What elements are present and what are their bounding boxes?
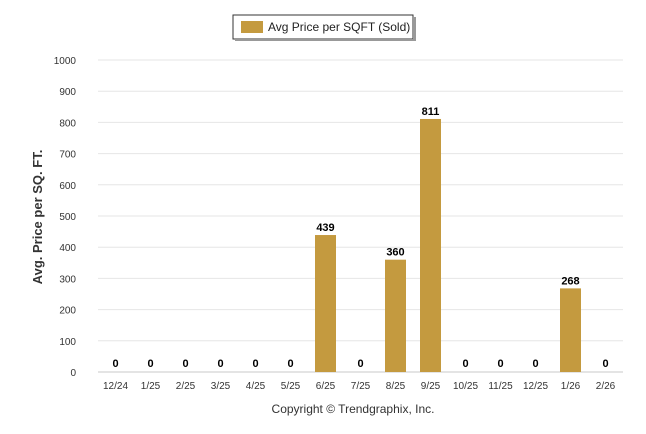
x-tick-label: 10/25 <box>453 381 478 392</box>
x-tick-label: 2/25 <box>176 381 196 392</box>
data-label: 0 <box>602 358 608 370</box>
y-tick-label: 900 <box>59 87 76 98</box>
y-tick-label: 500 <box>59 212 76 223</box>
legend-shadow-bottom <box>235 39 416 41</box>
data-label: 0 <box>462 358 468 370</box>
data-label: 0 <box>287 358 293 370</box>
x-tick-label: 2/26 <box>596 381 616 392</box>
data-label: 360 <box>386 247 404 259</box>
legend: Avg Price per SQFT (Sold) <box>232 14 416 41</box>
data-label: 0 <box>532 358 538 370</box>
x-tick-label: 3/25 <box>211 381 231 392</box>
bars <box>315 118 581 372</box>
x-tick-label: 6/25 <box>316 381 336 392</box>
y-tick-label: 400 <box>59 243 76 254</box>
x-tick-label: 1/25 <box>141 381 161 392</box>
data-label: 811 <box>422 106 440 118</box>
y-tick-label: 200 <box>59 306 76 317</box>
x-tick-label: 11/25 <box>488 381 513 392</box>
y-tick-label: 600 <box>59 181 76 192</box>
bar[interactable] <box>385 259 406 372</box>
legend-shadow-right <box>414 17 416 41</box>
data-label: 268 <box>561 275 579 287</box>
data-label: 439 <box>316 222 334 234</box>
data-label: 0 <box>147 358 153 370</box>
data-labels: 0 0 0 0 0 0 439 0 360 811 0 0 0 268 0 <box>112 106 608 370</box>
data-label: 0 <box>357 358 363 370</box>
x-axis: 12/24 1/25 2/25 3/25 4/25 5/25 6/25 7/25 8/25 9/2… <box>103 381 616 392</box>
bar[interactable] <box>420 118 441 372</box>
y-tick-label: 0 <box>70 368 76 379</box>
data-label: 0 <box>182 358 188 370</box>
x-tick-label: 4/25 <box>246 381 266 392</box>
legend-label: Avg Price per SQFT (Sold) <box>268 20 410 34</box>
x-tick-label: 12/25 <box>523 381 548 392</box>
y-axis-title: Avg. Price per SQ. FT. <box>30 150 45 285</box>
data-label: 0 <box>112 358 118 370</box>
x-tick-label: 8/25 <box>386 381 406 392</box>
x-tick-label: 12/24 <box>103 381 128 392</box>
data-label: 0 <box>497 358 503 370</box>
y-tick-label: 100 <box>59 337 76 348</box>
legend-swatch <box>241 21 263 33</box>
copyright-footer: Copyright © Trendgraphix, Inc. <box>272 402 435 416</box>
data-label: 0 <box>252 358 258 370</box>
bar[interactable] <box>315 235 336 372</box>
x-tick-label: 1/26 <box>561 381 581 392</box>
bar[interactable] <box>560 288 581 372</box>
y-tick-label: 800 <box>59 118 76 129</box>
y-tick-label: 1000 <box>54 56 77 67</box>
x-tick-label: 9/25 <box>421 381 441 392</box>
data-label: 0 <box>217 358 223 370</box>
x-tick-label: 5/25 <box>281 381 301 392</box>
y-axis: 0 100 200 300 400 500 600 700 800 900 1000 <box>54 56 623 379</box>
x-tick-label: 7/25 <box>351 381 371 392</box>
y-tick-label: 300 <box>59 274 76 285</box>
y-tick-label: 700 <box>59 150 76 161</box>
